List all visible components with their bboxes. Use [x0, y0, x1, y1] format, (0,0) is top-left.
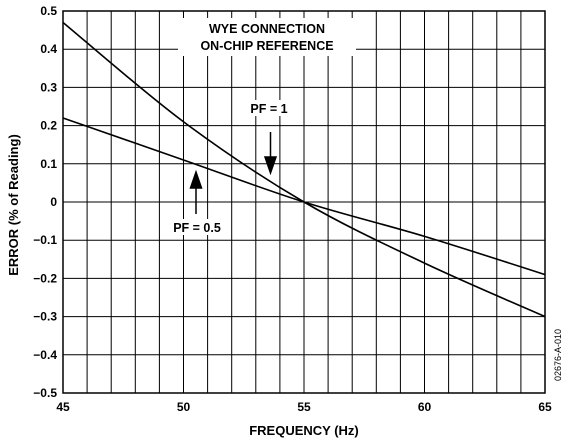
x-tick-label: 55: [297, 400, 311, 414]
y-tick-label: −0.3: [33, 310, 57, 324]
y-tick-label: 0: [50, 195, 57, 209]
figure-id: 02676-A-010: [553, 329, 563, 381]
pf1-label: PF = 1: [250, 102, 287, 116]
y-tick-label: −0.5: [33, 386, 57, 400]
pf05-label: PF = 0.5: [173, 221, 221, 235]
y-tick-label: −0.4: [33, 348, 57, 362]
pf1-label-background: [244, 100, 294, 116]
y-tick-label: −0.2: [33, 271, 57, 285]
y-tick-labels: 0.5 0.4 0.3 0.2 0.1 0 −0.1 −0.2 −0.3 −0.4 −0.5: [33, 4, 57, 400]
y-tick-label: 0.1: [40, 157, 57, 171]
series-lines: [62, 21, 546, 318]
x-tick-label: 60: [418, 400, 432, 414]
series-line: [62, 117, 546, 276]
pf05-label-background: [163, 219, 231, 235]
x-tick-label: 50: [177, 400, 191, 414]
y-tick-label: 0.3: [40, 80, 57, 94]
annotation-title-line1: WYE CONNECTION: [209, 22, 325, 36]
y-tick-label: 0.2: [40, 119, 57, 133]
x-tick-label: 65: [538, 400, 552, 414]
y-tick-label: 0.4: [40, 42, 57, 56]
grid-lines: [63, 11, 545, 393]
plot-frame: [62, 10, 546, 394]
y-tick-label: −0.1: [33, 233, 57, 247]
x-tick-labels: 45 50 55 60 65: [56, 400, 552, 414]
annotation-title-line2: ON-CHIP REFERENCE: [200, 39, 333, 53]
x-tick-label: 45: [56, 400, 70, 414]
pf05-arrow-icon: [189, 169, 203, 214]
x-axis-label: FREQUENCY (Hz): [249, 423, 359, 438]
y-tick-label: 0.5: [40, 4, 57, 18]
pf1-arrow-icon: [263, 132, 278, 176]
y-axis-label: ERROR (% of Reading): [6, 134, 21, 276]
annotation-background: [178, 18, 356, 56]
